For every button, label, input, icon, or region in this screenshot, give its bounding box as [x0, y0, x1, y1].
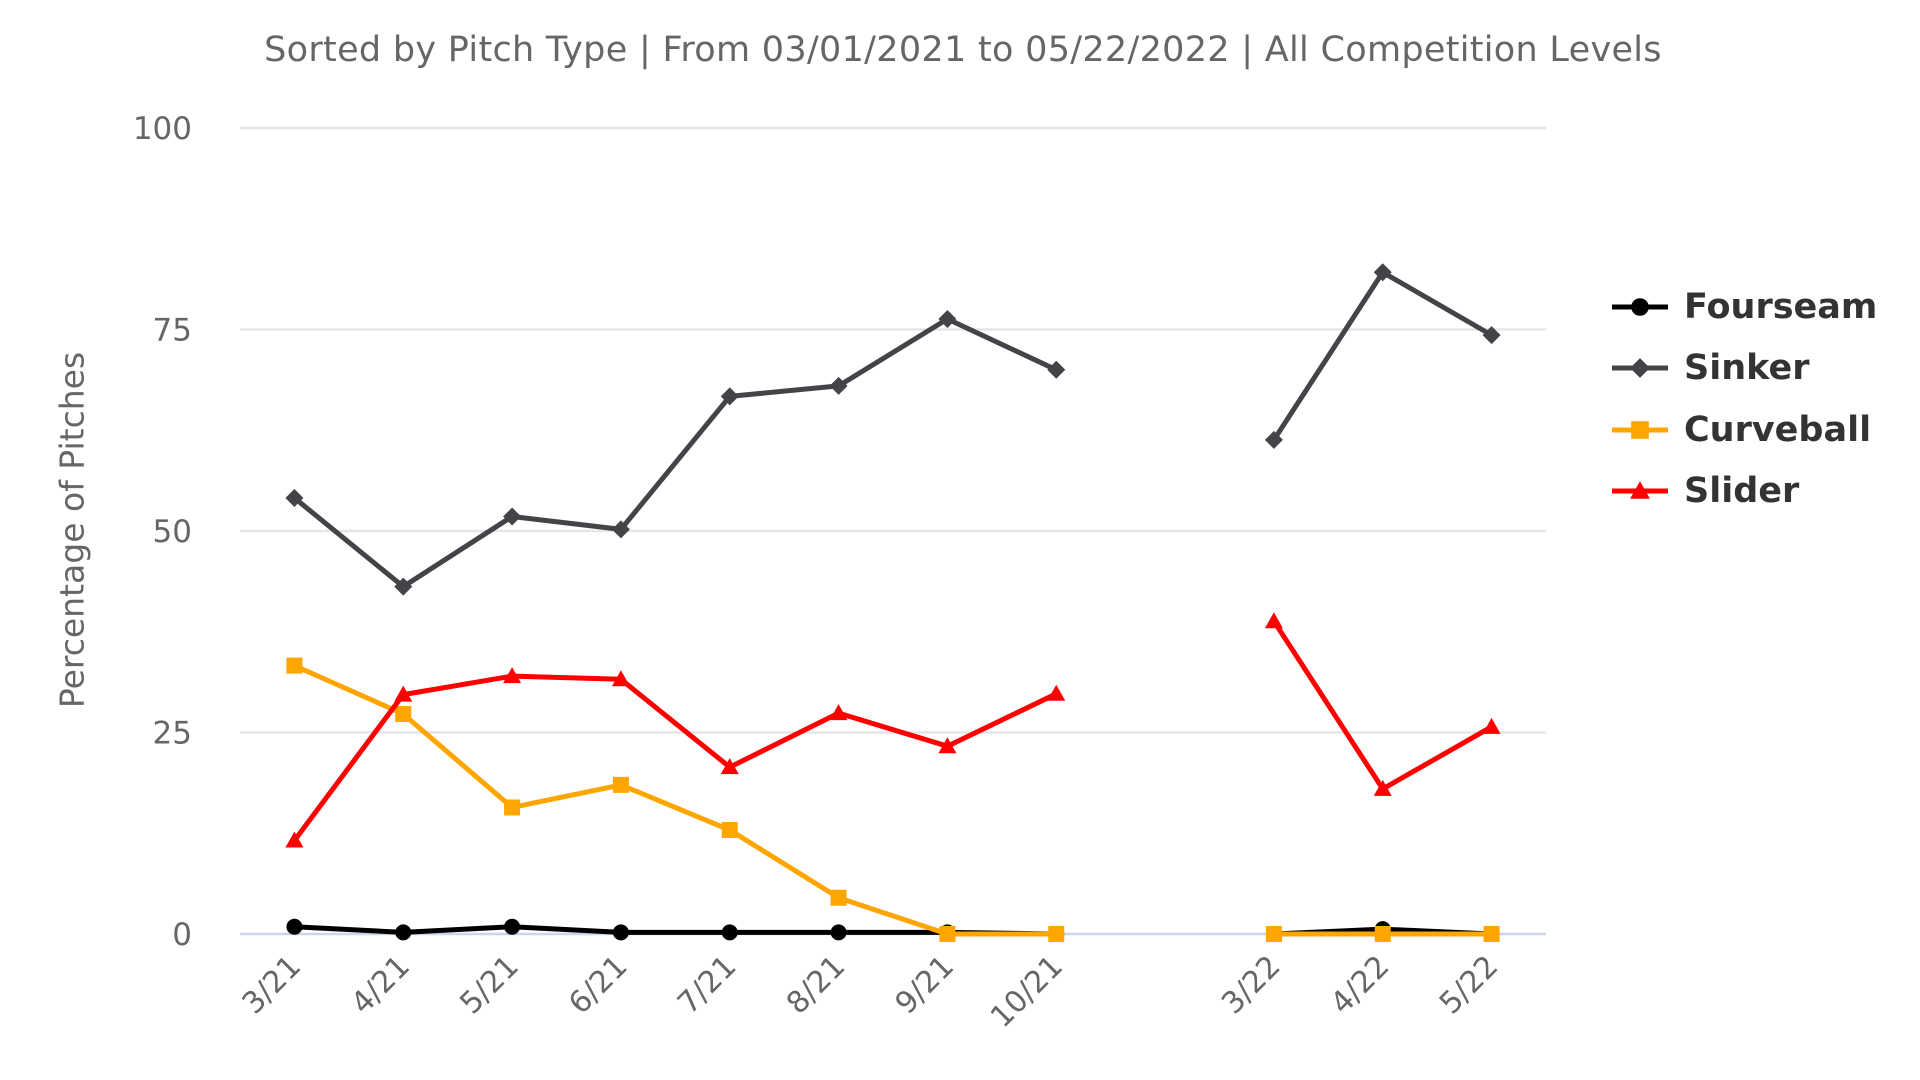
diamond-marker-icon	[1612, 358, 1668, 379]
legend-label: Fourseam	[1684, 286, 1878, 327]
x-tick-label: 5/21	[453, 949, 525, 1021]
diamond-marker-icon[interactable]	[1264, 430, 1283, 449]
triangle-marker-icon[interactable]	[938, 737, 957, 754]
circle-marker-icon[interactable]	[504, 918, 521, 935]
triangle-marker-icon[interactable]	[285, 831, 304, 848]
diamond-marker-icon	[1630, 358, 1650, 379]
square-marker-icon[interactable]	[721, 822, 738, 839]
square-marker-icon[interactable]	[1265, 926, 1282, 942]
diamond-marker-icon[interactable]	[285, 488, 304, 507]
gridlines	[240, 126, 1546, 936]
circle-marker-icon	[1612, 297, 1668, 316]
series-curveball	[286, 657, 1500, 942]
series-sinker	[285, 263, 1501, 596]
series-line[interactable]	[291, 316, 1059, 590]
square-marker-icon	[1631, 420, 1649, 439]
triangle-marker-icon[interactable]	[1047, 684, 1066, 701]
square-marker-icon[interactable]	[612, 776, 629, 793]
series-slider	[285, 612, 1501, 848]
x-tick-label: 10/21	[984, 949, 1070, 1035]
y-tick-label: 75	[153, 313, 192, 349]
series-line[interactable]	[291, 924, 1059, 937]
x-tick-label: 4/22	[1324, 949, 1396, 1021]
diamond-marker-icon[interactable]	[720, 387, 739, 406]
y-tick-label: 0	[172, 917, 192, 953]
triangle-marker-icon[interactable]	[503, 667, 522, 684]
circle-marker-icon[interactable]	[721, 924, 738, 941]
series-line[interactable]	[1271, 269, 1495, 443]
series-line[interactable]	[291, 663, 1059, 937]
triangle-marker-icon[interactable]	[394, 685, 413, 702]
circle-marker-icon[interactable]	[612, 924, 629, 941]
legend-label: Sinker	[1684, 348, 1810, 389]
triangle-marker-icon[interactable]	[1373, 779, 1392, 796]
y-tick-label: 50	[153, 514, 192, 550]
x-tick-label: 4/21	[345, 949, 417, 1021]
triangle-marker-icon	[1612, 481, 1668, 499]
square-marker-icon[interactable]	[939, 926, 956, 942]
x-tick-label: 6/21	[562, 949, 634, 1021]
x-axis-ticks: 3/21 4/21 5/21 6/21 7/21 8/21 9/21 10/21 3/22 4/2…	[236, 949, 1506, 1035]
legend-item-sinker[interactable]: Sinker	[1612, 338, 1877, 400]
triangle-marker-icon[interactable]	[829, 704, 848, 721]
triangle-marker-icon[interactable]	[611, 670, 630, 687]
circle-marker-icon[interactable]	[286, 918, 303, 935]
square-marker-icon[interactable]	[830, 889, 847, 906]
diamond-marker-icon[interactable]	[1482, 326, 1501, 345]
triangle-marker-icon[interactable]	[720, 758, 739, 775]
square-marker-icon[interactable]	[1483, 926, 1500, 942]
series-line[interactable]	[1271, 618, 1495, 792]
x-tick-label: 3/22	[1215, 949, 1287, 1021]
series-line[interactable]	[291, 673, 1059, 844]
square-marker-icon[interactable]	[504, 799, 521, 816]
diamond-marker-icon[interactable]	[829, 376, 848, 395]
square-marker-icon	[1612, 420, 1668, 439]
legend-label: Curveball	[1684, 409, 1872, 450]
x-tick-label: 5/22	[1433, 949, 1505, 1021]
diamond-marker-icon[interactable]	[394, 577, 413, 596]
triangle-marker-icon	[1630, 481, 1650, 499]
legend: Fourseam Sinker Curveball Slider	[1612, 276, 1877, 522]
circle-marker-icon	[1631, 297, 1649, 316]
diamond-marker-icon[interactable]	[1373, 263, 1392, 282]
x-tick-label: 9/21	[889, 949, 961, 1021]
diamond-marker-icon[interactable]	[503, 507, 522, 526]
legend-item-curveball[interactable]: Curveball	[1612, 399, 1877, 461]
triangle-marker-icon[interactable]	[1264, 612, 1283, 629]
x-tick-label: 3/21	[236, 949, 308, 1021]
diamond-marker-icon[interactable]	[611, 520, 630, 539]
chart-title: Sorted by Pitch Type | From 03/01/2021 t…	[264, 30, 1662, 70]
diamond-marker-icon[interactable]	[1047, 360, 1066, 379]
diamond-marker-icon[interactable]	[938, 310, 957, 329]
x-tick-label: 8/21	[780, 949, 852, 1021]
legend-label: Slider	[1684, 471, 1800, 512]
legend-item-slider[interactable]: Slider	[1612, 461, 1877, 523]
square-marker-icon[interactable]	[395, 705, 412, 722]
square-marker-icon[interactable]	[1374, 926, 1391, 942]
circle-marker-icon[interactable]	[830, 924, 847, 941]
series-fourseam	[286, 918, 1500, 942]
triangle-marker-icon[interactable]	[1482, 717, 1501, 734]
circle-marker-icon[interactable]	[395, 924, 412, 941]
x-tick-label: 7/21	[671, 949, 743, 1021]
series-group	[285, 263, 1501, 942]
y-axis-ticks: 0 25 50 75 100	[133, 111, 192, 953]
y-tick-label: 100	[133, 111, 192, 147]
legend-item-fourseam[interactable]: Fourseam	[1612, 276, 1877, 338]
y-tick-label: 25	[153, 716, 192, 752]
square-marker-icon[interactable]	[286, 657, 303, 674]
square-marker-icon[interactable]	[1048, 926, 1065, 942]
